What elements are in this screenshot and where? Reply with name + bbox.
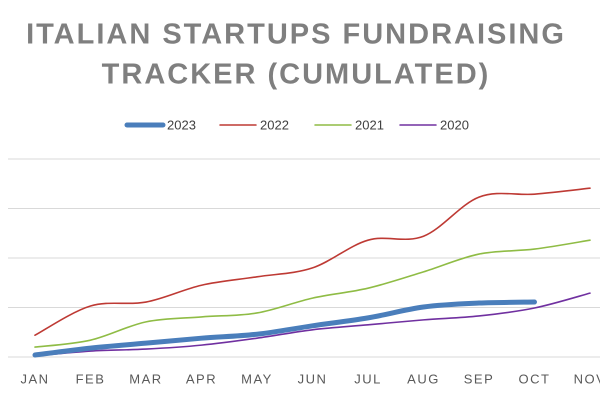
x-tick-label: AUG [407,371,440,386]
x-tick-label: JUL [354,371,382,386]
series-line [34,187,591,337]
chart-title: TRACKER (CUMULATED) [102,59,491,91]
legend-label: 2023 [167,117,196,132]
x-tick-label: JUN [298,371,328,386]
series-line [34,292,591,357]
legend-label: 2021 [355,117,384,132]
series-line [32,299,537,358]
x-tick-label: OCT [519,371,551,386]
x-tick-label: SEP [464,371,495,386]
x-tick-label: MAY [241,371,273,386]
legend-label: 2020 [440,117,469,132]
legend-label: 2022 [260,117,289,132]
x-tick-label: JAN [20,371,49,386]
x-tick-label: NOV [574,371,600,386]
chart-title: ITALIAN STARTUPS FUNDRAISING [26,19,566,51]
series-line [34,239,591,348]
x-tick-label: FEB [76,371,106,386]
x-tick-label: APR [186,371,217,386]
x-tick-label: MAR [129,371,162,386]
